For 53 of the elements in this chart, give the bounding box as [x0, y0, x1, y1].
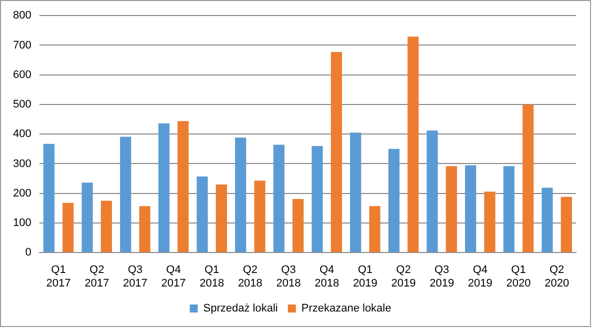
bar	[542, 188, 553, 252]
bar	[312, 146, 323, 252]
y-tick-label: 500	[12, 98, 32, 111]
x-tick-label: Q2 2019	[391, 264, 416, 290]
x-tick-label: Q1 2020	[506, 264, 531, 290]
bar	[369, 206, 380, 252]
bar	[388, 148, 400, 252]
x-tick-label: Q2 2018	[238, 264, 262, 290]
x-tick-label: Q4 2019	[468, 264, 492, 290]
x-tick-label: Q2 2017	[84, 264, 110, 290]
x-tick-label: Q3 2018	[276, 264, 301, 290]
x-tick-label: Q3 2017	[122, 264, 148, 290]
bar	[158, 123, 170, 252]
bar	[408, 36, 419, 252]
x-tick-label: Q4 2017	[161, 264, 186, 290]
y-tick-label: 800	[12, 10, 32, 22]
bar	[560, 196, 572, 252]
legend-label: Sprzedaż lokali	[203, 302, 278, 315]
bar	[139, 206, 150, 252]
x-tick-label: Q2 2020	[544, 264, 570, 290]
x-tick-label: Q1 2017	[46, 264, 71, 290]
legend-label: Przekazane lokale	[301, 302, 392, 315]
y-tick-label: 400	[12, 128, 32, 140]
x-tick-label: Q3 2019	[430, 264, 454, 290]
bar	[503, 166, 514, 252]
bar	[350, 132, 362, 252]
y-tick-label: 0	[25, 246, 32, 259]
y-tick-label: 700	[12, 39, 32, 52]
bar	[120, 136, 132, 252]
bar	[100, 200, 112, 252]
bar	[43, 144, 54, 252]
y-tick-label: 100	[12, 217, 32, 230]
bar	[196, 176, 208, 252]
y-tick-label: 600	[12, 68, 32, 81]
bar	[235, 138, 246, 252]
bar	[330, 52, 342, 252]
bar	[292, 198, 304, 252]
y-tick-label: 200	[12, 187, 32, 200]
x-tick-label: Q1 2019	[352, 264, 378, 290]
x-tick-label: Q4 2018	[314, 264, 340, 290]
bar	[254, 180, 266, 252]
bar	[62, 202, 74, 252]
bar	[484, 192, 496, 252]
bar	[273, 144, 284, 252]
bar	[82, 182, 93, 252]
bar	[465, 165, 476, 252]
y-tick-label: 300	[12, 158, 32, 170]
bar	[522, 104, 534, 252]
x-tick-label: Q1 2018	[200, 264, 224, 290]
bar	[216, 184, 227, 252]
bar	[446, 166, 457, 252]
bar	[426, 130, 438, 252]
bar	[178, 121, 189, 252]
